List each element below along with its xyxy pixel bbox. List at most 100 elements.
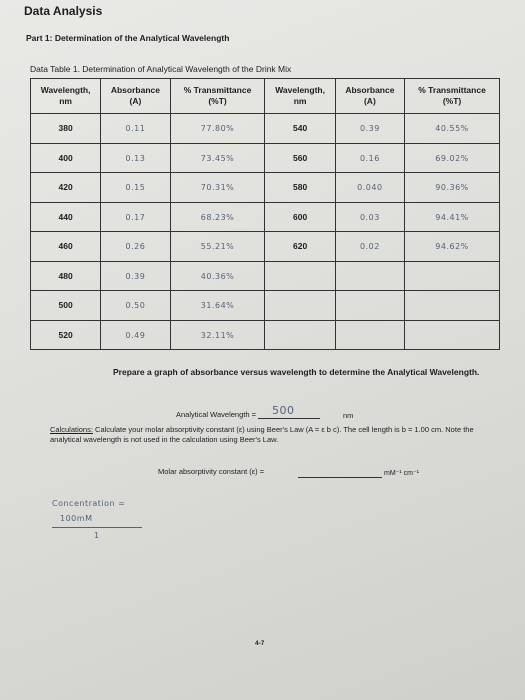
table-cell: 580 <box>264 172 336 203</box>
table-cell: 0.39 <box>100 260 171 291</box>
unit: nm <box>343 411 354 420</box>
table-cell: 380 <box>29 113 102 144</box>
table-cell: 94.62% <box>404 231 500 262</box>
table-cell: 0.49 <box>100 319 171 350</box>
table-cell: 73.45% <box>169 142 266 173</box>
header-row: Wavelength, nm Absorbance (A)% Transmittanc… <box>29 78 500 114</box>
table-cell: 480 <box>29 260 102 291</box>
table-cell: 500 <box>29 290 102 321</box>
table-row: 500 0.50 31.64% <box>29 290 500 321</box>
table-cell: 0.16 <box>334 142 406 173</box>
handwritten-value: 31.64% <box>200 301 235 311</box>
table-cell <box>404 290 500 321</box>
table-cell: 32.11% <box>169 319 266 350</box>
handwritten-value: 69.02% <box>435 153 469 163</box>
header-text: % Transmittance <box>418 85 486 95</box>
column-header: % Transmittance (%T) <box>169 78 266 114</box>
data-table: Wavelength, nm Absorbance (A)% Transmittanc… <box>29 78 500 350</box>
table-cell <box>264 290 336 321</box>
table-cell: 31.64% <box>169 290 266 321</box>
table-row: 480 0.39 40.36% <box>29 260 500 291</box>
wavelength: 460 <box>58 241 73 252</box>
table-cell <box>404 260 500 291</box>
table-row: 440 0.17 68.23% 600 0.03 94.41% <box>29 201 500 232</box>
table-cell: 40.55% <box>404 113 500 144</box>
handwritten-value: 94.62% <box>435 242 469 252</box>
header-text: Wavelength, <box>40 85 91 95</box>
wavelength: 540 <box>292 123 308 134</box>
header-text: (%T) <box>208 96 227 106</box>
table-cell <box>404 319 500 350</box>
page-number: 4-7 <box>255 640 265 647</box>
column-header: Absorbance (A) <box>100 78 171 114</box>
part-title: Part 1: Determination of the Analytical … <box>26 33 230 43</box>
handwritten-value: 77.80% <box>200 124 235 134</box>
table-cell <box>334 290 406 321</box>
field-label: Analytical Wavelength = <box>176 410 256 419</box>
handwritten-value: 40.36% <box>200 271 235 281</box>
table-cell <box>264 260 336 291</box>
wavelength: 600 <box>292 211 308 222</box>
handwritten-value: 0.49 <box>125 330 146 340</box>
header-text: Absorbance <box>345 85 395 95</box>
table-cell: 70.31% <box>169 172 266 203</box>
table-row: 520 0.49 32.11% <box>29 319 500 350</box>
handwritten-value: 0.11 <box>125 124 146 134</box>
wavelength: 440 <box>58 211 73 222</box>
table-row: 400 0.13 73.45% 560 0.16 69.02% <box>29 142 500 173</box>
unit: mM⁻¹ cm⁻¹ <box>384 470 419 477</box>
header-text: (%T) <box>442 96 462 106</box>
table-cell: 68.23% <box>169 201 266 232</box>
handwritten-value: 94.41% <box>435 212 469 222</box>
header-text: Wavelength, <box>275 85 325 95</box>
table-row: 380 0.11 77.80% 540 0.39 40.55% <box>29 113 500 144</box>
handwritten-value: 70.31% <box>200 183 235 193</box>
handwritten-note: 1 <box>94 531 100 540</box>
table-cell: 94.41% <box>404 201 500 232</box>
table-cell: 540 <box>264 113 336 144</box>
calculations: Calculations: Calculate your molar absor… <box>50 425 490 445</box>
header-text: nm <box>59 96 72 106</box>
handwritten-value: 0.39 <box>359 124 380 134</box>
handwritten-value: 90.36% <box>435 183 469 193</box>
wavelength: 420 <box>58 182 73 193</box>
table-cell <box>334 319 406 350</box>
table-cell <box>334 260 406 291</box>
header-text: (A) <box>363 96 376 106</box>
calc-label: Calculations: <box>50 425 93 434</box>
table-cell: 0.17 <box>100 201 171 232</box>
wavelength: 500 <box>58 300 73 311</box>
handwritten-value: 40.55% <box>435 124 469 134</box>
header-text: nm <box>293 96 307 106</box>
wavelength: 520 <box>58 329 73 340</box>
table-cell: 400 <box>29 142 102 173</box>
table-row: 460 0.26 55.21% 620 0.02 94.62% <box>29 231 500 262</box>
wavelength: 380 <box>58 123 73 134</box>
table-cell: 55.21% <box>169 231 266 262</box>
handwritten-value: 68.23% <box>200 212 235 222</box>
wavelength: 560 <box>292 152 308 163</box>
table-cell: 40.36% <box>169 260 266 291</box>
table-cell: 620 <box>264 231 336 262</box>
handwritten-value: 0.16 <box>359 153 380 163</box>
table-cell: 0.040 <box>334 172 406 203</box>
column-header: Wavelength, nm <box>264 78 336 114</box>
handwritten-answer: 500 <box>272 404 295 417</box>
header-text: Absorbance <box>110 85 160 95</box>
wavelength: 580 <box>292 182 308 193</box>
handwritten-value: 55.21% <box>200 242 235 252</box>
table-cell: 0.03 <box>334 201 406 232</box>
column-header: Absorbance (A) <box>334 78 406 114</box>
table-cell: 520 <box>29 319 102 350</box>
handwritten-value: 0.02 <box>359 242 380 252</box>
table-cell: 77.80% <box>169 113 266 144</box>
table-cell: 0.39 <box>334 113 406 144</box>
handwritten-value: 0.03 <box>359 212 380 222</box>
table-cell: 460 <box>29 231 102 262</box>
handwritten-value: 0.17 <box>125 212 146 222</box>
handwritten-value: 0.040 <box>357 183 383 193</box>
handwritten-value: 73.45% <box>200 153 235 163</box>
handwritten-value: 32.11% <box>200 330 235 340</box>
table-cell: 420 <box>29 172 102 203</box>
